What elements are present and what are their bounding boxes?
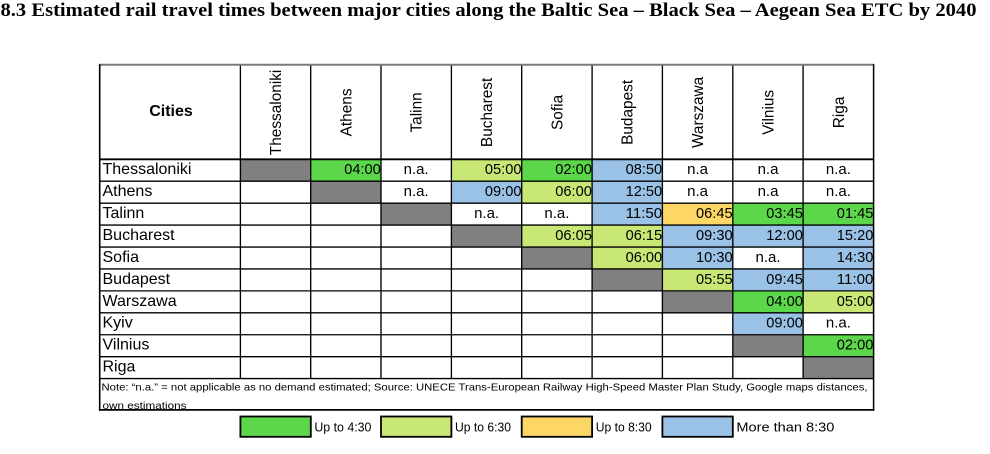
svg-text:Vilnius: Vilnius: [761, 90, 778, 135]
svg-text:Thessaloniki: Thessaloniki: [268, 70, 285, 156]
svg-text:Vilnius: Vilnius: [103, 337, 150, 354]
svg-text:15:20: 15:20: [837, 227, 874, 244]
svg-text:12:00: 12:00: [766, 227, 803, 244]
svg-text:02:00: 02:00: [555, 161, 592, 178]
svg-text:Note: “n.a.” = not applicable: Note: “n.a.” = not applicable as no dema…: [102, 382, 868, 393]
svg-text:n.a.: n.a.: [404, 161, 429, 178]
svg-text:14:30: 14:30: [837, 249, 874, 266]
svg-text:Sofia: Sofia: [103, 249, 140, 266]
svg-text:Riga: Riga: [831, 96, 848, 128]
svg-text:n.a: n.a: [687, 161, 709, 178]
svg-text:Kyiv: Kyiv: [103, 315, 133, 332]
svg-text:Riga: Riga: [103, 359, 136, 376]
svg-text:n.a.: n.a.: [755, 249, 780, 266]
svg-text:06:00: 06:00: [626, 249, 663, 266]
svg-text:09:00: 09:00: [766, 315, 803, 332]
svg-text:n.a: n.a: [758, 161, 780, 178]
svg-text:n.a.: n.a.: [826, 161, 851, 178]
svg-text:Bucharest: Bucharest: [103, 227, 176, 244]
svg-text:Athens: Athens: [338, 88, 355, 136]
svg-text:06:45: 06:45: [696, 205, 733, 222]
svg-text:01:45: 01:45: [837, 205, 874, 222]
svg-text:06:05: 06:05: [555, 227, 592, 244]
svg-text:09:30: 09:30: [696, 227, 733, 244]
svg-text:Budapest: Budapest: [620, 79, 637, 145]
svg-text:10:30: 10:30: [696, 249, 733, 266]
svg-text:Up to 4:30: Up to 4:30: [314, 420, 371, 435]
svg-text:n.a: n.a: [758, 183, 780, 200]
svg-text:05:00: 05:00: [837, 293, 874, 310]
svg-text:Warszawa: Warszawa: [103, 293, 177, 310]
svg-text:05:55: 05:55: [696, 271, 733, 288]
svg-text:Thessaloniki: Thessaloniki: [103, 161, 192, 178]
svg-text:06:15: 06:15: [626, 227, 663, 244]
svg-text:Budapest: Budapest: [103, 271, 171, 288]
svg-text:Athens: Athens: [103, 183, 153, 200]
svg-text:n.a.: n.a.: [826, 183, 851, 200]
svg-text:12:50: 12:50: [626, 183, 663, 200]
svg-text:n.a.: n.a.: [474, 205, 499, 222]
svg-text:04:00: 04:00: [766, 293, 803, 310]
svg-text:Talinn: Talinn: [409, 92, 426, 132]
svg-text:8.3 Estimated rail travel time: 8.3 Estimated rail travel times between …: [1, 0, 977, 21]
svg-text:n.a: n.a: [687, 183, 709, 200]
svg-text:own estimations: own estimations: [103, 401, 187, 412]
svg-text:09:45: 09:45: [766, 271, 803, 288]
svg-text:n.a.: n.a.: [404, 183, 429, 200]
svg-text:05:00: 05:00: [485, 161, 522, 178]
svg-text:Up to 6:30: Up to 6:30: [455, 420, 511, 435]
svg-text:02:00: 02:00: [837, 337, 874, 354]
svg-text:Cities: Cities: [149, 103, 193, 120]
svg-text:More than 8:30: More than 8:30: [736, 420, 834, 435]
svg-text:11:00: 11:00: [837, 271, 874, 288]
svg-text:09:00: 09:00: [485, 183, 522, 200]
svg-text:06:00: 06:00: [555, 183, 592, 200]
svg-text:Talinn: Talinn: [103, 205, 145, 222]
svg-text:Bucharest: Bucharest: [479, 77, 496, 147]
svg-text:n.a.: n.a.: [544, 205, 569, 222]
svg-text:Warszawa: Warszawa: [690, 76, 707, 148]
svg-text:n.a.: n.a.: [826, 315, 851, 332]
svg-text:11:50: 11:50: [626, 205, 663, 222]
svg-text:04:00: 04:00: [344, 161, 381, 178]
svg-text:08:50: 08:50: [626, 161, 663, 178]
svg-text:Up to 8:30: Up to 8:30: [596, 420, 652, 435]
svg-text:03:45: 03:45: [766, 205, 803, 222]
svg-text:Sofia: Sofia: [549, 94, 566, 130]
